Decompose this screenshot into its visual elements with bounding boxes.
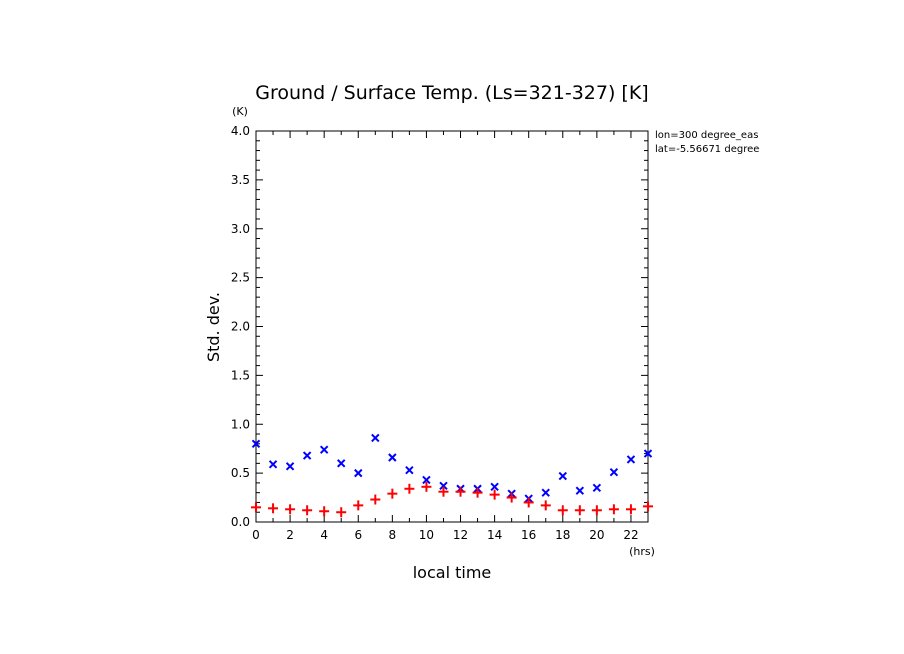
data-point-plus-marker <box>251 502 261 513</box>
y-tick-label: 0.0 <box>231 515 250 529</box>
data-point-x-marker <box>251 439 261 449</box>
plot-frame <box>255 130 649 523</box>
data-point-x-marker <box>558 471 567 481</box>
chart-title: Ground / Surface Temp. (Ls=321-327) [K] <box>255 82 648 104</box>
x-tick-label: 12 <box>453 528 468 542</box>
x-tick-label: 4 <box>320 528 328 542</box>
y-tick-label: 4.0 <box>231 124 250 138</box>
y-tick-label: 3.5 <box>231 173 250 187</box>
data-point-plus-marker <box>643 501 653 512</box>
y-tick-label: 1.0 <box>231 417 250 431</box>
data-point-x-marker <box>319 445 329 454</box>
data-point-x-marker <box>405 465 414 475</box>
x-tick-label: 0 <box>252 528 260 542</box>
x-tick-label: 16 <box>521 528 536 542</box>
x-tick-label: 8 <box>389 528 397 542</box>
y-axis-label: Std. dev. <box>204 292 223 362</box>
data-point-x-marker <box>371 433 380 443</box>
data-point-x-marker <box>490 482 499 492</box>
data-point-plus-marker <box>387 488 398 499</box>
data-point-x-marker <box>541 488 550 497</box>
y-unit-label: (K) <box>232 105 248 118</box>
data-point-x-marker <box>354 468 363 478</box>
data-point-plus-marker <box>557 505 568 516</box>
data-point-x-marker <box>422 475 431 485</box>
data-point-plus-marker <box>608 504 619 515</box>
data-point-plus-marker <box>268 503 279 514</box>
data-point-x-marker <box>439 481 448 491</box>
data-point-x-marker <box>337 459 346 468</box>
data-point-plus-marker <box>353 500 364 511</box>
data-point-plus-marker <box>438 486 449 497</box>
x-tick-label: 10 <box>419 528 434 542</box>
x-tick-label: 18 <box>555 528 570 542</box>
data-point-plus-marker <box>404 483 415 494</box>
data-point-x-marker <box>575 486 585 495</box>
data-point-plus-marker <box>523 497 534 508</box>
x-tick-label: 14 <box>487 528 502 542</box>
data-point-plus-marker <box>421 481 432 492</box>
data-point-x-marker <box>388 453 397 462</box>
x-tick-label: 22 <box>623 528 638 542</box>
data-point-plus-marker <box>285 504 296 515</box>
data-point-plus-marker <box>302 505 313 516</box>
data-point-x-marker <box>643 449 653 458</box>
data-point-x-marker <box>285 462 295 471</box>
x-tick-label: 6 <box>354 528 362 542</box>
axes: 0 2 4 6 8 10 12 14 16 18 20 22 0.0 0.5 1.0 1.5 2.0 2.5 3.0… <box>231 124 649 542</box>
data-point-x-marker <box>609 467 619 477</box>
data-marks <box>251 433 653 518</box>
y-tick-label: 2.5 <box>231 271 250 285</box>
y-tick-label: 1.5 <box>231 368 250 382</box>
data-point-plus-marker <box>370 494 381 505</box>
x-unit-label: (hrs) <box>629 545 655 558</box>
data-point-plus-marker <box>455 486 466 497</box>
data-point-x-marker <box>268 460 278 469</box>
y-tick-label: 0.5 <box>231 466 250 480</box>
y-tick-label: 3.0 <box>231 222 250 236</box>
data-point-x-marker <box>626 455 636 464</box>
data-point-plus-marker <box>506 492 517 503</box>
data-point-plus-marker <box>489 489 500 500</box>
x-tick-label: 2 <box>286 528 294 542</box>
lat-annotation: lat=-5.56671 degree <box>655 144 759 155</box>
lon-annotation: lon=300 degree_eas <box>655 130 758 141</box>
data-point-plus-marker <box>336 507 347 518</box>
x-tick-label: 20 <box>589 528 604 542</box>
data-point-x-marker <box>302 451 312 460</box>
data-point-plus-marker <box>574 505 585 516</box>
data-point-x-marker <box>592 483 602 492</box>
data-point-plus-marker <box>540 500 551 511</box>
data-point-plus-marker <box>625 504 636 515</box>
x-axis-label: local time <box>413 563 492 582</box>
data-point-plus-marker <box>319 506 330 517</box>
data-point-plus-marker <box>472 487 483 498</box>
y-tick-label: 2.0 <box>231 320 250 334</box>
data-point-plus-marker <box>591 505 602 516</box>
